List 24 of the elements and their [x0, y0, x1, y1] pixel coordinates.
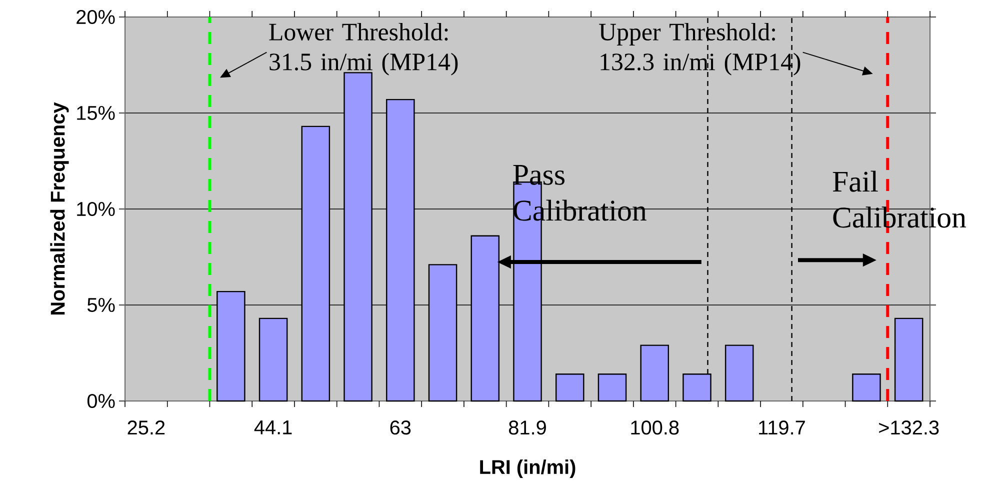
bar [555, 374, 584, 402]
y-tick-label: 5% [87, 298, 115, 312]
bar [640, 344, 669, 402]
bar [258, 318, 288, 402]
x-tick-label: 100.8 [631, 420, 679, 435]
bar [598, 374, 627, 402]
bar [724, 344, 754, 402]
bar [894, 318, 924, 402]
y-tick-label: 15% [77, 106, 115, 120]
x-tick-label: 81.9 [508, 420, 546, 435]
x-tick-label: >132.3 [879, 420, 939, 435]
x-tick-label: 119.7 [759, 420, 805, 435]
y-tick-label: 10% [77, 202, 115, 216]
y-tick-label: 20% [76, 10, 115, 24]
x-tick-label: 63 [390, 420, 411, 435]
x-tick-label: 25.2 [128, 420, 165, 435]
x-tick-label: 44.1 [254, 420, 292, 434]
y-axis-title: Normalized Frequency [50, 102, 69, 315]
bar [852, 374, 881, 402]
y-tick-label: 0% [87, 394, 115, 408]
annotation: Fail Calibration [832, 170, 966, 228]
annotation: Upper Threshold: 132.3 in/mi (MP14) [599, 22, 800, 76]
x-axis-title: LRI (in/mi) [480, 459, 576, 478]
annotation: Lower Threshold: 31.5 in/mi (MP14) [269, 22, 458, 76]
